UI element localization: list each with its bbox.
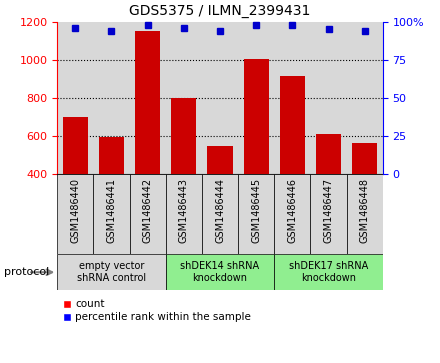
Bar xyxy=(129,174,166,254)
Text: shDEK14 shRNA
knockdown: shDEK14 shRNA knockdown xyxy=(180,261,260,283)
Bar xyxy=(352,143,378,250)
Text: GSM1486443: GSM1486443 xyxy=(179,178,189,243)
Legend: count, percentile rank within the sample: count, percentile rank within the sample xyxy=(62,299,251,322)
Bar xyxy=(207,146,233,250)
Bar xyxy=(243,59,269,250)
Text: GSM1486440: GSM1486440 xyxy=(70,178,80,243)
Bar xyxy=(62,117,88,250)
Bar xyxy=(171,98,197,250)
Bar xyxy=(57,254,166,290)
Bar xyxy=(316,134,341,250)
Bar xyxy=(347,22,383,174)
Bar xyxy=(238,174,274,254)
Text: protocol: protocol xyxy=(4,267,50,277)
Text: empty vector
shRNA control: empty vector shRNA control xyxy=(77,261,146,283)
Bar xyxy=(129,22,166,174)
Bar xyxy=(274,174,311,254)
Bar xyxy=(280,76,305,250)
Text: GSM1486447: GSM1486447 xyxy=(323,178,334,243)
Text: GSM1486444: GSM1486444 xyxy=(215,178,225,243)
Bar xyxy=(166,174,202,254)
Bar xyxy=(135,31,160,250)
Bar xyxy=(311,22,347,174)
Bar xyxy=(347,174,383,254)
Bar xyxy=(274,254,383,290)
Bar xyxy=(202,174,238,254)
Title: GDS5375 / ILMN_2399431: GDS5375 / ILMN_2399431 xyxy=(129,4,311,18)
Text: GSM1486445: GSM1486445 xyxy=(251,178,261,243)
Bar xyxy=(93,174,129,254)
Text: shDEK17 shRNA
knockdown: shDEK17 shRNA knockdown xyxy=(289,261,368,283)
Bar xyxy=(93,22,129,174)
Text: GSM1486441: GSM1486441 xyxy=(106,178,117,243)
Bar xyxy=(57,174,93,254)
Bar xyxy=(166,254,274,290)
Bar xyxy=(274,22,311,174)
Text: GSM1486446: GSM1486446 xyxy=(287,178,297,243)
Text: GSM1486448: GSM1486448 xyxy=(360,178,370,243)
Bar xyxy=(57,22,93,174)
Bar xyxy=(238,22,274,174)
Bar xyxy=(202,22,238,174)
Bar xyxy=(311,174,347,254)
Bar xyxy=(166,22,202,174)
Text: GSM1486442: GSM1486442 xyxy=(143,178,153,243)
Bar xyxy=(99,137,124,250)
